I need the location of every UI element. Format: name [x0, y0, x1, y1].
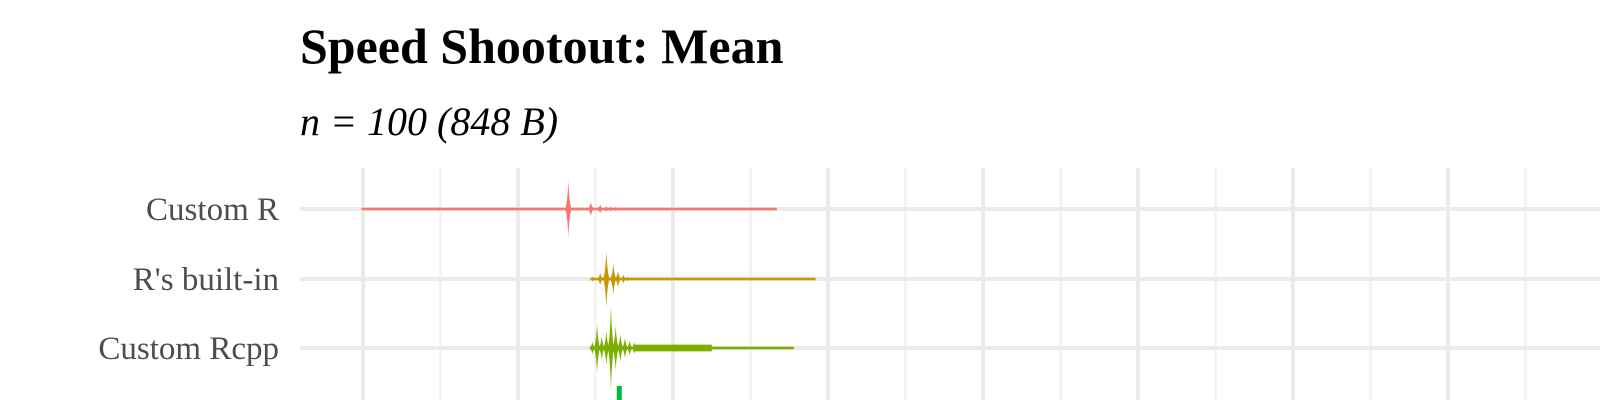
chart-subtitle: n = 100 (848 B) — [300, 99, 559, 144]
violin-density-spike — [598, 336, 605, 360]
y-tick-label: Custom Rcpp — [98, 331, 279, 367]
y-axis-tick-labels: Custom R R's built-in Custom Rcpp — [98, 192, 279, 367]
grid-y — [300, 207, 1600, 350]
violin-density-spike — [603, 251, 610, 307]
y-tick-label: R's built-in — [133, 262, 279, 298]
violin-density-spike — [617, 334, 624, 362]
violin-density-spike — [624, 276, 632, 282]
violin-density-spike — [621, 338, 629, 358]
violin-density-spike — [612, 207, 619, 211]
violin-density-spike — [596, 272, 604, 286]
grid-major-x — [361, 168, 1450, 400]
y-tick-label: Custom R — [146, 192, 279, 228]
violin-density-spike — [612, 325, 619, 371]
violin-density-spike — [589, 276, 596, 282]
chart-marks — [361, 181, 816, 400]
violin-density-spike — [589, 341, 596, 355]
violin-tail — [634, 344, 712, 352]
violin-partial-next — [616, 386, 622, 400]
violin-2 — [589, 251, 816, 307]
violin-density-spike — [593, 324, 601, 372]
violin-density-spike — [607, 306, 615, 390]
violin-density-spike — [614, 271, 622, 287]
violin-density-spike — [617, 207, 624, 211]
violin-density-spike — [587, 202, 595, 216]
violin-density-spike — [603, 206, 610, 212]
violin-density-spike — [596, 204, 604, 214]
violin-density-spike — [607, 206, 615, 212]
violin-1 — [361, 181, 777, 237]
violin-density-spike — [610, 263, 617, 295]
grid-minor-x — [439, 168, 1527, 400]
violin-density-spike — [620, 274, 627, 284]
violin-density-spike — [603, 331, 610, 365]
violin-density-spike — [626, 341, 633, 355]
violin-density-spike — [565, 181, 572, 237]
chart-title: Speed Shootout: Mean — [300, 18, 784, 74]
violin-3 — [589, 306, 794, 390]
violin-density-spike — [631, 342, 638, 354]
